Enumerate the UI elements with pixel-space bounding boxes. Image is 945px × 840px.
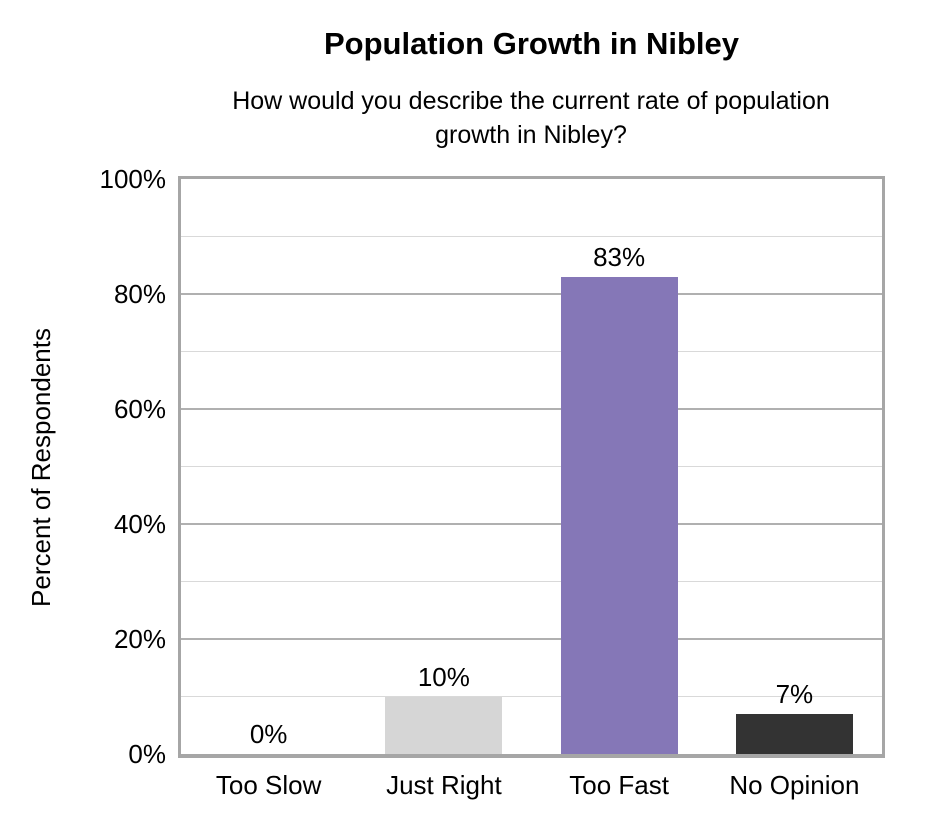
chart-title: Population Growth in Nibley	[323, 26, 740, 61]
y-tick-label: 100%	[99, 164, 167, 194]
y-tick-label: 0%	[128, 739, 166, 769]
bar-value-label: 83%	[593, 241, 646, 272]
x-category-label: Too Slow	[215, 770, 322, 800]
gridline-minor	[181, 350, 882, 352]
bar-value-label: 7%	[775, 678, 814, 709]
y-tick-label: 20%	[113, 624, 166, 654]
bar-value-label: 10%	[417, 661, 470, 692]
x-category-label: No Opinion	[729, 770, 860, 800]
gridline-minor	[181, 695, 882, 697]
y-axis-title: Percent of Respondents	[25, 327, 56, 607]
y-tick-label: 80%	[113, 279, 166, 309]
gridline-major	[181, 523, 882, 525]
gridline-minor	[181, 580, 882, 582]
gridline-major	[181, 638, 882, 640]
bar-no-opinion	[735, 713, 853, 754]
y-tick-label: 40%	[113, 509, 166, 539]
chart-subtitle: How would you describe the current rate …	[232, 87, 830, 149]
gridline-major	[181, 408, 882, 410]
gridline-major	[181, 293, 882, 295]
x-category-label: Just Right	[386, 770, 502, 800]
bar-just-right	[385, 696, 503, 754]
gridline-minor	[181, 465, 882, 467]
bar-too-fast	[560, 276, 678, 754]
x-category-label: Too Fast	[569, 770, 669, 800]
bar-value-label: 0%	[249, 719, 288, 749]
y-tick-label: 60%	[113, 394, 166, 424]
y-axis-title-box: Percent of Respondents	[18, 176, 64, 758]
gridline-minor	[181, 235, 882, 237]
plot-area	[178, 176, 885, 758]
